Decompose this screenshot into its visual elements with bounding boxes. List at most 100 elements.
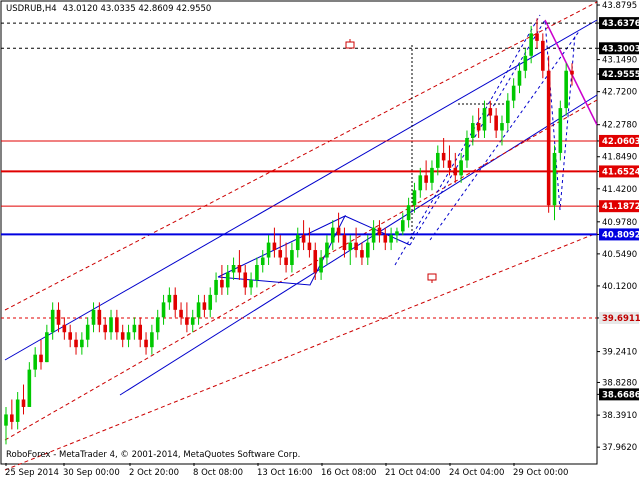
candle (33, 347, 37, 378)
price-tag: 40.8092 (599, 228, 640, 241)
candle (138, 317, 143, 348)
time-tick-label: 2 Oct 20:00 (129, 468, 179, 478)
svg-text:40.8092: 40.8092 (602, 230, 640, 240)
price-tick-label: 43.1490 (602, 56, 637, 66)
svg-text:42.9555: 42.9555 (602, 70, 640, 80)
candle (500, 115, 504, 146)
candle (354, 227, 358, 258)
candle (132, 317, 137, 340)
candle (389, 227, 393, 251)
candle (161, 294, 166, 325)
candle (173, 287, 178, 318)
candle (39, 339, 43, 370)
candle (62, 317, 67, 340)
candle (546, 55, 551, 213)
candle (336, 212, 341, 243)
candle (476, 108, 481, 138)
candle (243, 265, 248, 295)
candle (313, 242, 318, 280)
up-arrow-icon (345, 39, 355, 49)
candle (295, 227, 300, 258)
candle (150, 324, 154, 355)
price-tag: 43.6376 (599, 17, 640, 30)
candle (330, 220, 335, 251)
price-tick-label: 40.9780 (602, 218, 637, 228)
candle (260, 250, 265, 273)
price-tags: 43.6376 43.3003 42.9555 42.0603 41.6524 41.18… (599, 17, 640, 401)
candle (80, 332, 84, 355)
candle (109, 309, 113, 340)
plot-frame (0, 0, 598, 465)
time-tick-label: 29 Oct 00:00 (513, 468, 568, 478)
candle (208, 287, 213, 318)
price-tag: 42.0603 (599, 134, 640, 147)
horizontal-levels (1, 22, 597, 319)
candle (517, 63, 522, 94)
candle (85, 317, 90, 348)
candle (412, 182, 417, 213)
candle (558, 100, 563, 161)
candle (202, 294, 207, 318)
candle (167, 287, 172, 310)
price-tick-label: 37.9620 (602, 443, 637, 453)
candle (220, 265, 224, 295)
candle (126, 324, 131, 348)
svg-text:41.6524: 41.6524 (602, 167, 640, 177)
candle (15, 392, 20, 430)
copyright-label: RoboForex - MetaTrader 4, © 2001-2014, M… (6, 450, 300, 460)
price-tick-label: 40.1200 (602, 282, 637, 292)
candle (179, 302, 183, 325)
candle (406, 197, 411, 228)
candle (278, 235, 283, 266)
candle (488, 100, 493, 124)
candle (45, 324, 49, 363)
time-tick-label: 16 Oct 08:00 (321, 468, 376, 478)
price-tick-label: 38.8280 (602, 378, 637, 388)
candle (301, 220, 306, 251)
price-tag: 41.1872 (599, 200, 640, 213)
candle (214, 272, 218, 303)
candle (272, 227, 277, 258)
candle (120, 324, 125, 348)
candle (564, 63, 568, 116)
candle (453, 152, 458, 183)
candle (249, 272, 253, 295)
price-tick-label: 40.5490 (602, 250, 637, 260)
candle (290, 242, 294, 273)
time-tick-label: 25 Sep 2014 (5, 468, 59, 478)
candle (541, 33, 545, 79)
candle (231, 257, 236, 280)
candle (27, 362, 32, 407)
svg-text:38.6686: 38.6686 (602, 390, 640, 400)
price-tag: 39.6911 (599, 311, 640, 324)
symbol-label: USDRUB,H4 43.0120 43.0335 42.8609 42.9550 (6, 4, 211, 14)
price-tick-label: 43.8795 (602, 1, 637, 11)
candle (424, 160, 428, 191)
time-tick-label: 30 Sep 00:00 (63, 468, 120, 478)
candle (459, 152, 463, 183)
candle (21, 384, 26, 415)
time-tick-label: 21 Oct 04:00 (385, 468, 440, 478)
candle (237, 250, 242, 280)
candle (115, 309, 119, 340)
candle (348, 235, 353, 266)
candle (465, 130, 469, 168)
candle (471, 115, 475, 146)
time-axis: 25 Sep 2014 30 Sep 00:00 2 Oct 20:00 8 Oct … (5, 463, 568, 478)
candle (190, 309, 195, 333)
candle (506, 93, 510, 131)
candle (56, 302, 61, 333)
candle (225, 265, 230, 295)
time-tick-label: 13 Oct 16:00 (257, 468, 312, 478)
svg-text:41.1872: 41.1872 (602, 202, 640, 212)
price-tag: 38.6686 (599, 388, 640, 401)
candle (435, 145, 440, 176)
candle (570, 63, 574, 86)
price-tag: 43.3003 (599, 42, 640, 55)
candle (494, 108, 498, 138)
candle (325, 235, 329, 266)
candle (482, 100, 487, 138)
candle (74, 332, 78, 355)
candle (185, 302, 189, 333)
